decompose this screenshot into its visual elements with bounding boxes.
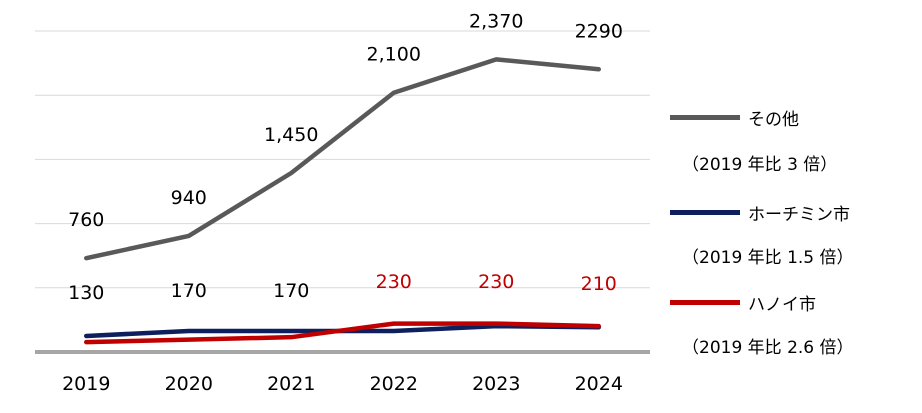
legend-item-hanoi: ハノイ市 — [670, 290, 816, 315]
data-label-hanoi: 230 — [478, 271, 514, 293]
legend-item-other: その他 — [670, 105, 799, 130]
legend: その他 （2019 年比 3 倍） ホーチミン市 （2019 年比 1.5 倍）… — [670, 0, 920, 413]
data-label-other: 940 — [171, 187, 207, 209]
data-label-other: 1,450 — [264, 124, 318, 146]
x-tick-label: 2019 — [62, 373, 110, 395]
data-label-hanoi: 230 — [376, 271, 412, 293]
legend-note-other: （2019 年比 3 倍） — [682, 155, 838, 175]
legend-note-hanoi: （2019 年比 2.6 倍） — [682, 338, 854, 358]
series-line-2 — [84, 321, 601, 345]
legend-label-other: その他 — [748, 110, 799, 130]
legend-label-hanoi: ハノイ市 — [748, 295, 816, 315]
data-label-hcmc: 130 — [68, 282, 104, 304]
data-label-hanoi: 210 — [581, 273, 617, 295]
x-tick-label: 2021 — [267, 373, 315, 395]
data-label-other: 2,100 — [367, 44, 421, 66]
legend-label-hcmc: ホーチミン市 — [748, 205, 850, 225]
legend-item-hcmc: ホーチミン市 — [670, 200, 850, 225]
legend-swatch-hanoi — [670, 300, 740, 305]
data-label-hcmc: 170 — [273, 280, 309, 302]
data-label-other: 2,370 — [469, 10, 523, 32]
legend-swatch-hcmc — [670, 210, 740, 215]
series-lines — [84, 57, 601, 345]
data-label-other: 760 — [68, 209, 104, 231]
x-tick-label: 2022 — [370, 373, 418, 395]
line-chart: 2019 2020 2021 2022 2023 2024 760 940 1,450 2,10… — [35, 10, 650, 395]
data-label-other: 2290 — [575, 20, 623, 42]
data-labels: 760 940 1,450 2,100 2,370 2290 130 170 170 230 230… — [68, 10, 623, 304]
x-axis: 2019 2020 2021 2022 2023 2024 — [35, 350, 650, 395]
legend-swatch-other — [670, 115, 740, 120]
x-tick-label: 2024 — [575, 373, 623, 395]
x-tick-label: 2020 — [165, 373, 213, 395]
gridlines — [35, 30, 650, 289]
data-label-hcmc: 170 — [171, 280, 207, 302]
legend-note-hcmc: （2019 年比 1.5 倍） — [682, 248, 854, 268]
series-line-0 — [84, 57, 601, 261]
x-tick-label: 2023 — [472, 373, 520, 395]
